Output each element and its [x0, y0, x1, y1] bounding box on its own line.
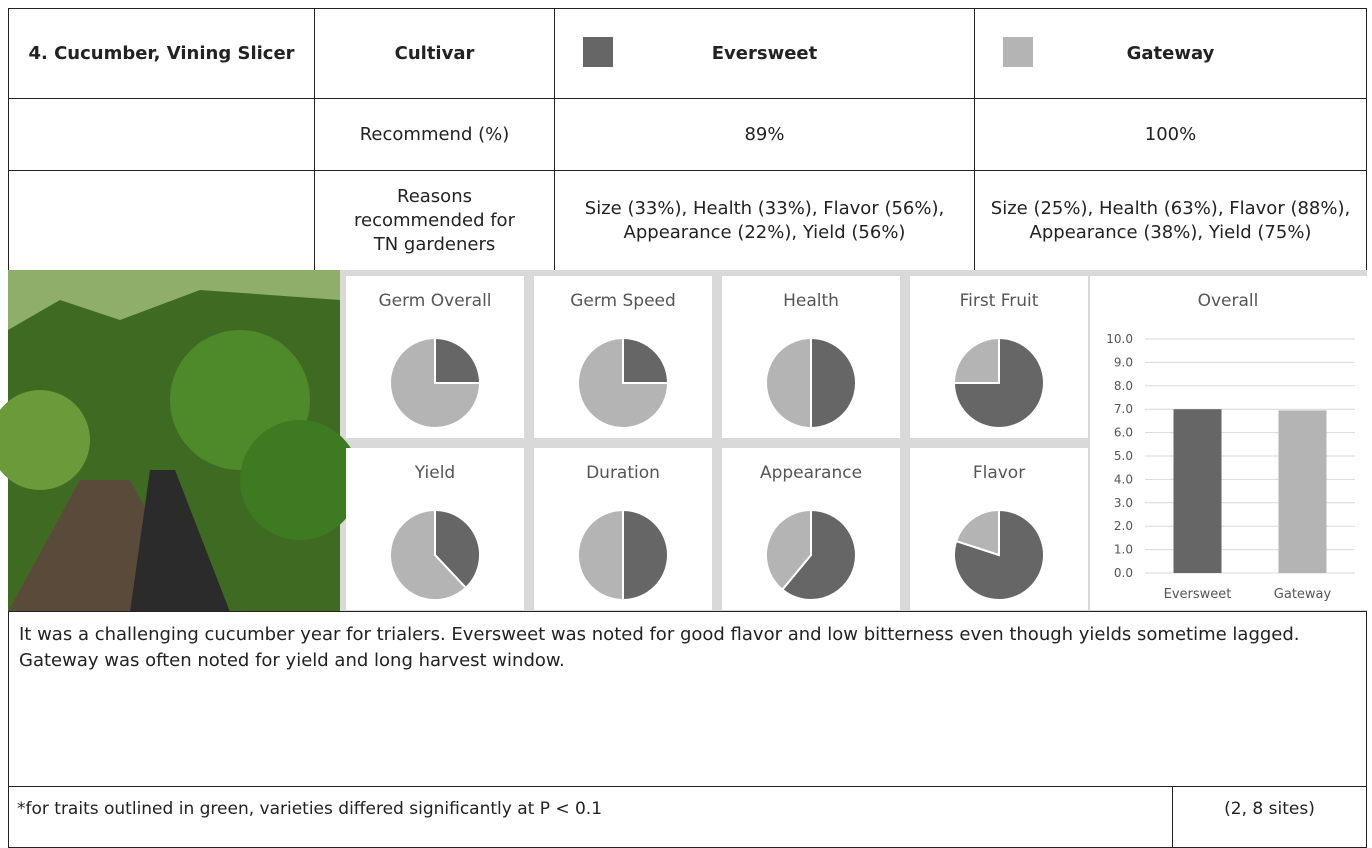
- y-tick-label: 0.0: [1114, 566, 1133, 580]
- title: 4. Cucumber, Vining Slicer: [28, 42, 295, 64]
- footnote: *for traits outlined in green, varieties…: [17, 799, 603, 819]
- pie-slice: [622, 508, 669, 602]
- y-tick-label: 8.0: [1114, 379, 1133, 393]
- label: Reasons recommended for TN gardeners: [354, 185, 515, 255]
- sites: (2, 8 sites): [1224, 799, 1315, 819]
- y-tick-label: 2.0: [1114, 519, 1133, 533]
- pie-slice: [577, 508, 624, 602]
- pie-slice: [765, 336, 812, 430]
- y-tick-label: 1.0: [1114, 543, 1133, 557]
- pie-slice: [577, 336, 670, 429]
- sites-cell: (2, 8 sites): [1172, 786, 1367, 848]
- y-tick-label: 6.0: [1114, 426, 1133, 440]
- cultivar-name: Gateway: [1126, 42, 1215, 64]
- bar: [1173, 409, 1222, 573]
- bar-title: Overall: [1198, 291, 1259, 311]
- y-tick-label: 4.0: [1114, 472, 1133, 486]
- cell: Size (25%), Health (63%), Flavor (88%), …: [974, 170, 1367, 271]
- x-tick-label: Gateway: [1274, 587, 1332, 602]
- y-tick-label: 5.0: [1114, 449, 1133, 463]
- pie-title: Health: [783, 291, 839, 311]
- y-tick-label: 9.0: [1114, 355, 1133, 369]
- pie-title: First Fruit: [960, 291, 1039, 311]
- pie-title: Duration: [586, 463, 660, 483]
- pie-slice: [952, 336, 1000, 384]
- pie-slice: [389, 508, 468, 601]
- value: Size (25%), Health (63%), Flavor (88%), …: [990, 197, 1351, 243]
- pie-slice: [622, 336, 670, 384]
- pie-slice: [389, 336, 482, 429]
- value: 89%: [744, 123, 785, 145]
- pie-slice: [780, 508, 857, 601]
- pie-slice: [434, 336, 482, 384]
- cultivar-name: Eversweet: [711, 42, 818, 64]
- pie-title: Yield: [414, 463, 455, 483]
- pie-title: Germ Speed: [570, 291, 676, 311]
- y-tick-label: 7.0: [1114, 402, 1133, 416]
- value: Size (33%), Health (33%), Flavor (56%), …: [584, 197, 945, 243]
- footnote-cell: *for traits outlined in green, varieties…: [8, 786, 1173, 848]
- swatch: [583, 37, 613, 67]
- bar: [1278, 410, 1327, 573]
- pie-slice: [810, 336, 857, 430]
- value: 100%: [1144, 123, 1197, 145]
- swatch: [1003, 37, 1033, 67]
- pie-slice: [952, 336, 1045, 429]
- comment: It was a challenging cucumber year for t…: [19, 624, 1300, 671]
- comment-cell: It was a challenging cucumber year for t…: [8, 611, 1367, 787]
- pie-title: Flavor: [973, 463, 1025, 483]
- label: Recommend (%): [359, 123, 510, 145]
- pie-slice: [434, 508, 481, 590]
- pie-slice: [765, 508, 812, 592]
- y-tick-label: 10.0: [1106, 332, 1133, 346]
- pie-title: Germ Overall: [378, 291, 491, 311]
- x-tick-label: Eversweet: [1164, 587, 1232, 602]
- photo: [0, 270, 360, 612]
- y-tick-label: 3.0: [1114, 496, 1133, 510]
- cell: Size (33%), Health (33%), Flavor (56%), …: [554, 170, 975, 271]
- pie-slice: [954, 508, 1000, 557]
- pie-title: Appearance: [760, 463, 862, 483]
- header: Cultivar: [394, 42, 475, 64]
